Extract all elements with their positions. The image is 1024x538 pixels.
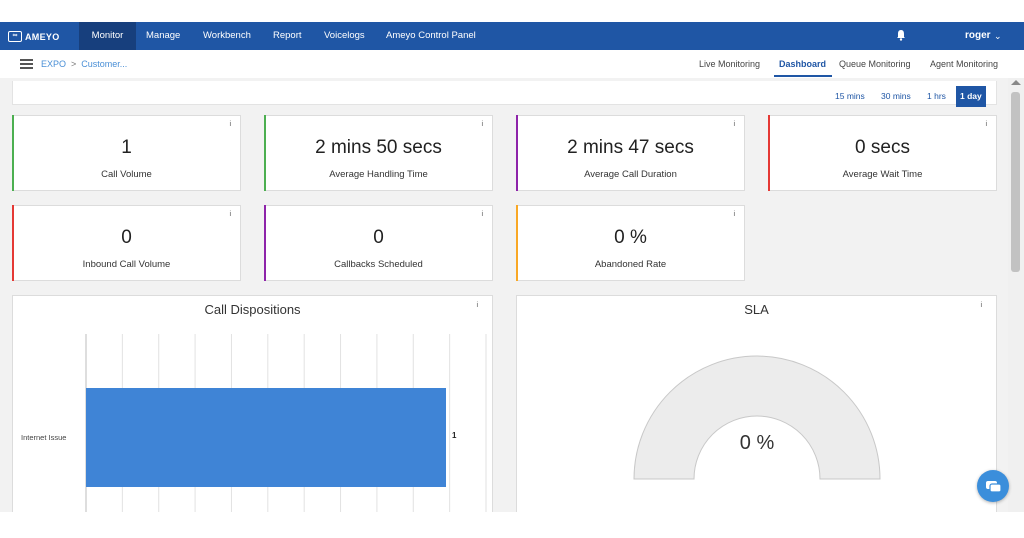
info-icon[interactable]: i: [476, 302, 478, 309]
info-icon[interactable]: i: [733, 211, 735, 218]
tab-live-monitoring[interactable]: Live Monitoring: [699, 59, 761, 69]
panel-title: Call Dispositions: [204, 302, 301, 317]
active-tab-indicator: [774, 75, 832, 77]
call-dispositions-chart: Internet Issue 1: [21, 334, 487, 512]
nav-item-voicelogs[interactable]: Voicelogs: [324, 30, 365, 41]
breadcrumb-item-customer[interactable]: Customer...: [81, 59, 128, 69]
chart-bar: [86, 388, 446, 487]
card-accent: [12, 115, 14, 191]
breadcrumb-item-expo[interactable]: EXPO: [41, 59, 67, 69]
dashboard-content: 15 mins 30 mins 1 hrs 1 day i 1 Call Vol…: [0, 78, 1008, 512]
chevron-down-icon[interactable]: ⌄: [994, 31, 1002, 41]
call-dispositions-panel: Call Dispositions i Internet Issue 1: [12, 295, 493, 512]
app-screen: ∞ AMEYO Monitor Manage Workbench Report …: [0, 22, 1024, 512]
hamburger-menu-icon[interactable]: [20, 59, 33, 69]
info-icon[interactable]: i: [733, 121, 735, 128]
range-1-hrs-button[interactable]: 1 hrs: [927, 91, 946, 101]
ameyo-logo[interactable]: ∞ AMEYO: [8, 30, 66, 43]
card-label: Average Handling Time: [329, 169, 428, 180]
card-average-call-duration: i 2 mins 47 secs Average Call Duration: [516, 115, 745, 191]
user-menu[interactable]: roger: [965, 30, 991, 41]
range-1-day-button[interactable]: 1 day: [956, 86, 986, 107]
top-nav: ∞ AMEYO Monitor Manage Workbench Report …: [0, 22, 1024, 50]
card-value: 0 %: [614, 227, 647, 248]
card-accent: [264, 205, 266, 281]
info-icon[interactable]: i: [481, 211, 483, 218]
logo-text: AMEYO: [25, 31, 60, 42]
chart-category-label: Internet Issue: [21, 433, 66, 442]
info-icon[interactable]: i: [229, 211, 231, 218]
scroll-up-arrow-icon[interactable]: [1011, 80, 1021, 85]
chat-launcher-button[interactable]: [977, 470, 1009, 502]
card-label: Abandoned Rate: [594, 259, 667, 270]
breadcrumb: EXPO > Customer...: [41, 50, 127, 78]
card-accent: [768, 115, 770, 191]
chart-data-label: 1: [452, 431, 457, 440]
nav-item-ameyo-control-panel[interactable]: Ameyo Control Panel: [386, 30, 476, 41]
sla-gauge: 0 %: [633, 355, 881, 480]
nav-item-monitor[interactable]: Monitor: [79, 22, 136, 50]
sla-value: 0 %: [740, 432, 775, 454]
nav-item-manage[interactable]: Manage: [146, 30, 181, 41]
card-accent: [264, 115, 266, 191]
card-call-volume: i 1 Call Volume: [12, 115, 241, 191]
card-label: Callbacks Scheduled: [334, 259, 423, 270]
card-label: Average Call Duration: [584, 169, 677, 180]
card-value: 1: [121, 137, 132, 158]
scroll-thumb[interactable]: [1011, 92, 1020, 272]
card-callbacks-scheduled: i 0 Callbacks Scheduled: [264, 205, 493, 281]
sub-header: EXPO > Customer... Live Monitoring Dashboa…: [0, 50, 1024, 78]
bell-icon[interactable]: [896, 29, 906, 41]
sla-gauge-track: [633, 355, 881, 480]
info-icon[interactable]: i: [980, 302, 982, 309]
card-value: 2 mins 47 secs: [567, 137, 694, 158]
range-15-mins-button[interactable]: 15 mins: [835, 91, 865, 101]
card-label: Inbound Call Volume: [82, 259, 171, 270]
info-icon[interactable]: i: [229, 121, 231, 128]
tab-dashboard[interactable]: Dashboard: [779, 59, 827, 69]
card-label: Average Wait Time: [842, 169, 923, 180]
info-icon[interactable]: i: [985, 121, 987, 128]
logo-mark-icon: ∞: [8, 31, 22, 42]
vertical-scrollbar[interactable]: [1008, 78, 1024, 512]
card-value: 0 secs: [855, 137, 910, 158]
card-value: 0: [121, 227, 132, 248]
panel-title: SLA: [744, 302, 769, 317]
range-30-mins-button[interactable]: 30 mins: [881, 91, 911, 101]
card-average-handling-time: i 2 mins 50 secs Average Handling Time: [264, 115, 493, 191]
card-value: 0: [373, 227, 384, 248]
card-abandoned-rate: i 0 % Abandoned Rate: [516, 205, 745, 281]
breadcrumb-separator: >: [71, 59, 77, 69]
card-inbound-call-volume: i 0 Inbound Call Volume: [12, 205, 241, 281]
card-average-wait-time: i 0 secs Average Wait Time: [768, 115, 997, 191]
sla-panel: SLA i 0 %: [516, 295, 997, 512]
card-accent: [516, 205, 518, 281]
card-value: 2 mins 50 secs: [315, 137, 442, 158]
card-label: Call Volume: [101, 169, 152, 180]
tab-queue-monitoring[interactable]: Queue Monitoring: [839, 59, 911, 69]
chat-bubble-icon: [986, 481, 1002, 493]
info-icon[interactable]: i: [481, 121, 483, 128]
time-range-bar: 15 mins 30 mins 1 hrs 1 day: [12, 81, 997, 107]
tab-agent-monitoring[interactable]: Agent Monitoring: [930, 59, 999, 69]
nav-item-report[interactable]: Report: [273, 30, 302, 41]
card-accent: [12, 205, 14, 281]
card-accent: [516, 115, 518, 191]
nav-item-workbench[interactable]: Workbench: [203, 30, 251, 41]
